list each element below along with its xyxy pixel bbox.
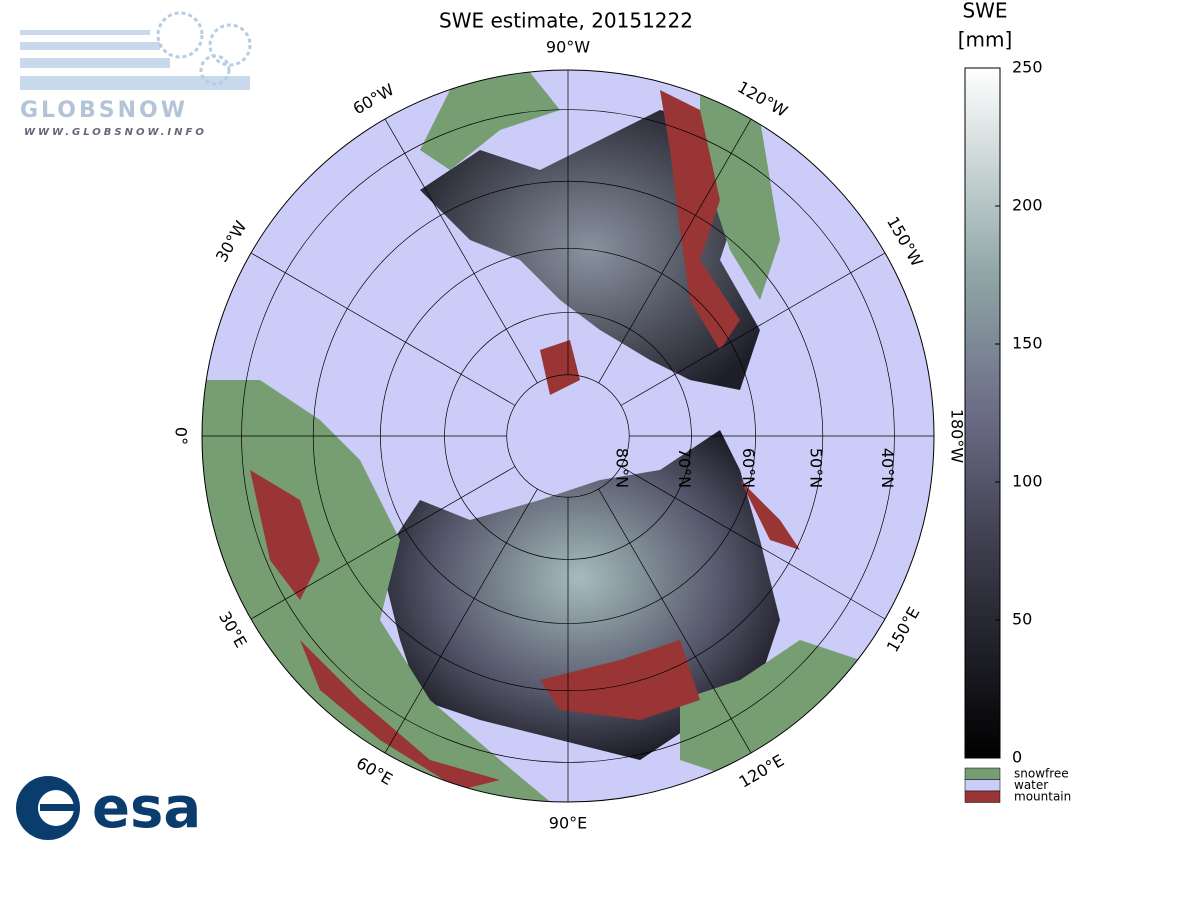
parallel-label: 80°N — [613, 448, 632, 488]
meridian — [598, 118, 752, 384]
legend-swatch — [964, 767, 1001, 780]
meridian — [250, 466, 516, 620]
parallel-label: 60°N — [739, 448, 758, 488]
colorbar-tick-label: 50 — [1012, 610, 1032, 629]
logo-name: GLOBSNOW — [20, 98, 188, 123]
logo-url: WWW.GLOBSNOW.INFO — [24, 127, 207, 138]
legend-swatch — [964, 779, 1001, 792]
meridian — [384, 488, 538, 754]
esa-text: esa — [92, 776, 201, 841]
colorbar-title: SWE — [962, 0, 1007, 23]
meridian-label: 30°E — [215, 608, 251, 651]
meridian-label: 90°E — [549, 814, 587, 833]
meridian — [250, 252, 516, 406]
colorbar-tick-label: 0 — [1012, 748, 1022, 767]
colorbar-tick-label: 250 — [1012, 58, 1043, 77]
land — [202, 70, 860, 802]
globsnow-logo: GLOBSNOW WWW.GLOBSNOW.INFO — [20, 11, 252, 138]
colorbar: SWE [mm] 0 50 100 150 200 250 snowfreewatermou… — [958, 0, 1072, 804]
legend-label: water — [1014, 778, 1048, 792]
legend-label: snowfree — [1014, 767, 1069, 781]
meridian-label: 90°W — [546, 38, 590, 57]
meridian — [598, 488, 752, 754]
map-border — [201, 69, 935, 803]
meridian-label: 60°W — [350, 80, 398, 119]
colorbar-tick-label: 150 — [1012, 334, 1043, 353]
meridian-label: 180°W — [948, 409, 967, 464]
parallel-label: 70°N — [675, 448, 694, 488]
colorbar-ramp — [964, 67, 1001, 759]
colorbar-unit: [mm] — [958, 28, 1013, 52]
esa-logo: esa — [16, 776, 201, 841]
title: SWE estimate, 20151222 — [439, 9, 693, 33]
legend-swatch — [964, 790, 1001, 803]
meridian-label: 60°E — [353, 753, 396, 789]
colorbar-tick-label: 200 — [1012, 196, 1043, 215]
meridian — [620, 466, 886, 620]
legend-label: mountain — [1014, 790, 1071, 804]
meridian — [620, 252, 886, 406]
meridian — [384, 118, 538, 384]
meridian-label: 0° — [172, 427, 191, 445]
graticule — [202, 70, 934, 802]
parallel-label: 50°N — [806, 448, 825, 488]
meridian-label: 30°W — [212, 217, 251, 265]
colorbar-tick-label: 100 — [1012, 472, 1043, 491]
parallel-label: 40°N — [878, 448, 897, 488]
